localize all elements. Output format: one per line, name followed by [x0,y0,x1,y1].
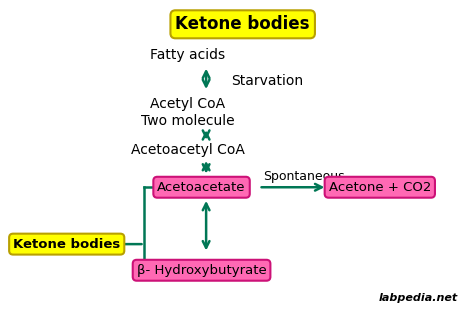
Text: Ketone bodies: Ketone bodies [13,238,120,251]
Text: Acetoacetate: Acetoacetate [157,181,246,194]
Text: labpedia.net: labpedia.net [378,293,457,303]
Text: Acetoacetyl CoA: Acetoacetyl CoA [131,143,245,157]
Text: β- Hydroxybutyrate: β- Hydroxybutyrate [137,264,266,277]
Text: Spontaneous: Spontaneous [263,170,345,183]
Text: Acetone + CO2: Acetone + CO2 [328,181,431,194]
Text: Two molecule: Two molecule [141,114,235,128]
Text: Fatty acids: Fatty acids [150,48,226,62]
Text: Ketone bodies: Ketone bodies [175,15,310,33]
Text: Starvation: Starvation [231,74,303,88]
Text: Acetyl CoA: Acetyl CoA [150,97,226,111]
